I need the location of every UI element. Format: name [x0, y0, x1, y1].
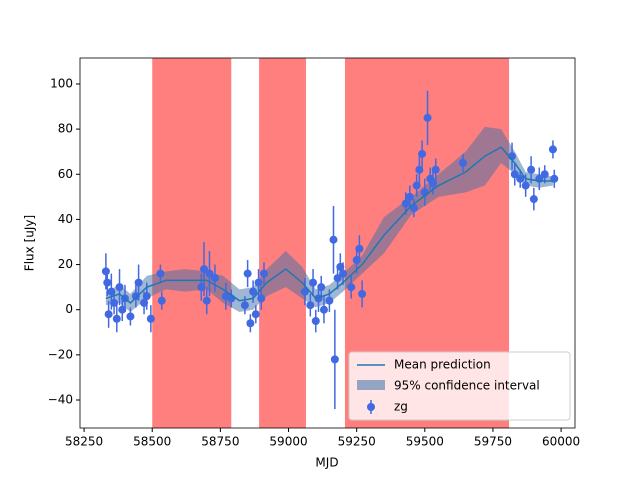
data-point [325, 296, 334, 305]
x-tick-label: 59000 [269, 435, 307, 449]
x-tick-label: 59250 [338, 435, 376, 449]
legend-label: 95% confidence interval [394, 379, 540, 393]
data-point [309, 278, 318, 287]
y-tick-label: −40 [48, 393, 73, 407]
data-point [306, 301, 315, 310]
data-point [540, 170, 549, 179]
data-point [200, 265, 209, 274]
y-tick-label: −20 [48, 347, 73, 361]
y-tick-label: 60 [58, 167, 73, 181]
y-tick-label: 100 [50, 76, 73, 90]
data-point [510, 170, 519, 179]
data-point [157, 296, 166, 305]
data-point [251, 310, 260, 319]
y-tick-label: 20 [58, 257, 73, 271]
data-point [527, 165, 536, 174]
data-point [243, 269, 252, 278]
axes-frame [79, 57, 576, 429]
data-point [339, 269, 348, 278]
x-tick-label: 58500 [133, 435, 171, 449]
y-tick-label: 0 [65, 302, 73, 316]
data-point [112, 314, 121, 323]
data-point [101, 267, 110, 276]
data-point [257, 294, 266, 303]
data-point [115, 283, 124, 292]
legend-label: zg [394, 400, 408, 414]
data-point [210, 274, 219, 283]
data-point [405, 192, 414, 201]
data-point [134, 278, 143, 287]
data-point [347, 283, 356, 292]
data-point [202, 296, 211, 305]
data-point [110, 298, 119, 307]
x-axis-label: MJD [315, 456, 338, 470]
data-point [412, 181, 421, 190]
data-point [431, 165, 440, 174]
data-point [418, 149, 427, 158]
data-point [254, 278, 263, 287]
data-point [423, 113, 432, 122]
data-point [516, 174, 525, 183]
data-point [415, 165, 424, 174]
data-point [401, 199, 410, 208]
data-point [300, 287, 309, 296]
data-point [311, 316, 320, 325]
x-tick-label: 60000 [542, 435, 580, 449]
data-point [146, 314, 155, 323]
y-tick-label: 80 [58, 122, 73, 136]
data-point [259, 269, 268, 278]
data-point [240, 301, 249, 310]
data-point [104, 310, 113, 319]
mean-line [105, 146, 553, 304]
data-point [329, 235, 338, 244]
legend-marker [367, 403, 375, 411]
data-point [103, 278, 112, 287]
data-point [458, 158, 467, 167]
data-point [142, 292, 151, 301]
data-point [529, 195, 538, 204]
highlight-span [152, 58, 232, 428]
x-tick-label: 59500 [406, 435, 444, 449]
data-point [548, 145, 557, 154]
data-point [319, 305, 328, 314]
y-tick-label: 40 [58, 212, 73, 226]
legend-label: Mean prediction [394, 358, 491, 372]
data-point [246, 319, 255, 328]
data-point [156, 269, 165, 278]
data-point [205, 269, 214, 278]
data-point [355, 244, 364, 253]
y-axis-label: Flux [uJy] [23, 215, 37, 271]
x-tick-label: 58750 [201, 435, 239, 449]
data-point [330, 355, 339, 364]
highlight-span [259, 58, 306, 428]
data-point [126, 312, 135, 321]
x-tick-label: 58250 [65, 435, 103, 449]
legend-patch [357, 380, 385, 390]
data-point [428, 179, 437, 188]
data-point [521, 181, 530, 190]
data-point [317, 283, 326, 292]
x-tick-label: 59750 [474, 435, 512, 449]
data-point [249, 287, 258, 296]
legend-box [348, 351, 571, 421]
data-point [358, 289, 367, 298]
confidence-band [105, 126, 553, 312]
